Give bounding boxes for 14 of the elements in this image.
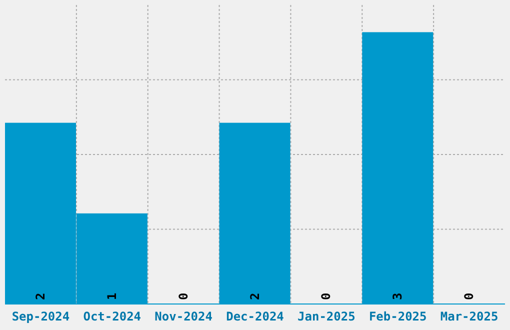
data-label: 2 (248, 292, 262, 300)
x-tick-label: Sep-2024 (12, 310, 70, 324)
data-label: 0 (176, 292, 190, 300)
x-tick-label: Jan-2025 (298, 310, 356, 324)
x-tick-label: Dec-2024 (226, 310, 284, 324)
data-label: 1 (104, 292, 119, 300)
data-label: 2 (34, 292, 48, 300)
x-tick-label: Feb-2025 (368, 310, 427, 324)
data-label: 0 (462, 292, 476, 300)
data-label: 0 (319, 292, 334, 300)
x-tick-label: Oct-2024 (83, 310, 142, 324)
data-label: 3 (390, 292, 405, 300)
x-tick-label: Mar-2025 (440, 310, 498, 324)
x-tick-label: Nov-2024 (154, 310, 212, 324)
